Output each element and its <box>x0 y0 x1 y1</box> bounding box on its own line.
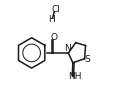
Text: Cl: Cl <box>52 5 61 14</box>
Text: NH: NH <box>69 72 82 81</box>
Text: O: O <box>51 33 58 42</box>
Text: S: S <box>84 55 90 64</box>
Text: N: N <box>65 44 71 53</box>
Text: H: H <box>48 15 55 24</box>
